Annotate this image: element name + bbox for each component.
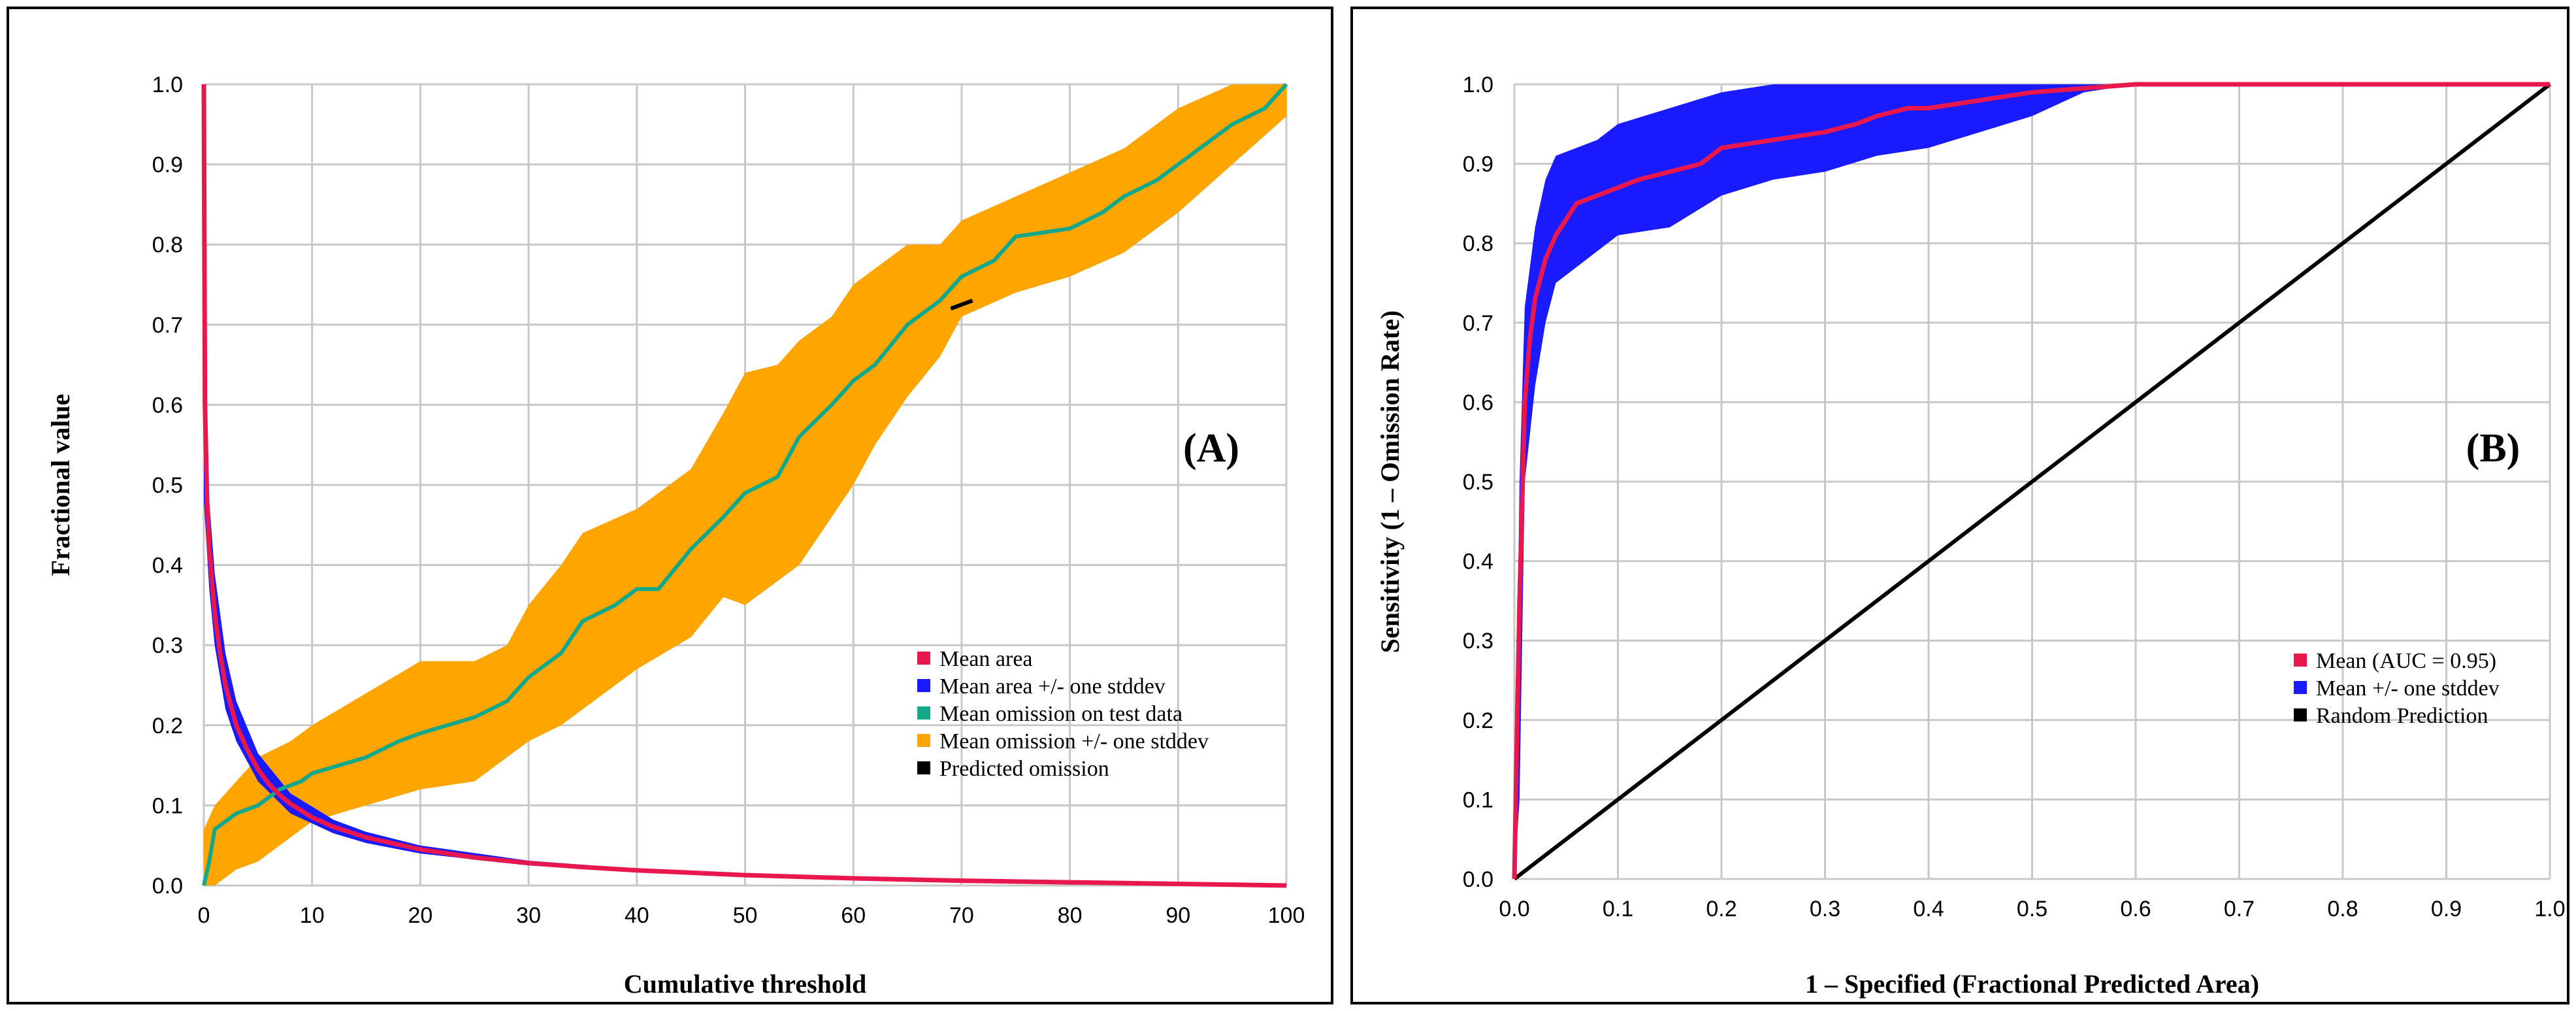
chart-a-legend-swatch <box>917 734 930 747</box>
chart-b-legend-label: Random Prediction <box>2316 704 2488 728</box>
chart-b-x-axis-label: 1 – Specified (Fractional Predicted Area… <box>1805 969 2259 999</box>
chart-a-x-tick-label: 50 <box>733 903 758 928</box>
panel-a-label: (A) <box>1183 426 1239 471</box>
chart-b-legend-swatch <box>2294 681 2307 694</box>
chart-a-legend-label: Mean omission +/- one stddev <box>939 729 1209 754</box>
predicted-omission-line <box>950 299 973 311</box>
omission-stddev-band <box>204 84 1286 886</box>
chart-a-y-axis-label: Fractional value <box>46 394 75 576</box>
chart-b-y-tick-label: 0.1 <box>1463 787 1493 812</box>
roc-stddev-band <box>1514 84 2550 879</box>
chart-a-y-tick-label: 0.0 <box>152 874 183 899</box>
panel-b-label: (B) <box>2466 426 2520 471</box>
chart-b-legend-label: Mean +/- one stddev <box>2316 676 2500 701</box>
chart-b-x-tick-label: 0.7 <box>2224 897 2255 921</box>
chart-a-legend-label: Predicted omission <box>939 757 1109 781</box>
roc-mean-line <box>1512 82 2550 880</box>
chart-a-x-tick-label: 10 <box>300 903 325 928</box>
chart-b-y-tick-label: 1.0 <box>1463 73 1493 97</box>
chart-b-legend-swatch <box>2294 654 2307 667</box>
test-omission-line <box>202 82 1288 886</box>
chart-a-x-tick-label: 60 <box>841 903 866 928</box>
chart-b-x-tick-label: 0.5 <box>2017 897 2047 921</box>
chart-b-x-tick-label: 0.2 <box>1706 897 1736 921</box>
chart-a-legend-swatch <box>917 652 930 665</box>
chart-a-y-tick-label: 0.9 <box>152 153 183 178</box>
chart-b-y-tick-label: 0.3 <box>1463 629 1493 654</box>
chart-b-x-tick-label: 1.0 <box>2534 897 2565 921</box>
chart-b-y-tick-label: 0.5 <box>1463 470 1493 495</box>
chart-a-legend-swatch <box>917 679 930 692</box>
chart-b-y-tick-label: 0.0 <box>1463 867 1493 892</box>
chart-b-y-tick-label: 0.6 <box>1463 390 1493 415</box>
chart-a-y-tick-label: 0.7 <box>152 313 183 338</box>
chart-a-y-tick-label: 1.0 <box>152 73 183 97</box>
chart-b-svg: 0.0 0.1 0.2 0.3 0.4 0.5 0.6 0.7 0.8 0.9 1.0 0.0 0.1 0… <box>1375 73 2566 999</box>
chart-b-legend-label: Mean (AUC = 0.95) <box>2316 649 2496 673</box>
chart-a-y-tick-label: 0.6 <box>152 393 183 418</box>
chart-a-x-tick-label: 90 <box>1166 903 1190 928</box>
chart-a-y-tick-label: 0.4 <box>152 554 183 578</box>
chart-a-svg: 0 10 20 30 40 50 60 70 80 90 100 0.0 0.1 0.2 0.3 0.4 0.5… <box>46 73 1305 999</box>
chart-b-y-tick-label: 0.4 <box>1463 550 1493 574</box>
chart-a-legend-swatch <box>917 706 930 720</box>
chart-b-y-axis-label: Sensitivity (1 – Omission Rate) <box>1375 310 1405 653</box>
chart-a-x-tick-label: 0 <box>198 903 210 928</box>
panel-b: 0.0 0.1 0.2 0.3 0.4 0.5 0.6 0.7 0.8 0.9 1.0 0.0 0.1 0… <box>1350 7 2569 1004</box>
chart-a-x-tick-label: 80 <box>1058 903 1083 928</box>
chart-a-legend-label: Mean area +/- one stddev <box>939 674 1166 699</box>
panel-a: 0 10 20 30 40 50 60 70 80 90 100 0.0 0.1 0.2 0.3 0.4 0.5… <box>7 7 1333 1004</box>
chart-b-y-tick-label: 0.7 <box>1463 311 1493 336</box>
mean-area-line <box>201 84 1287 888</box>
chart-b-y-tick-label: 0.8 <box>1463 231 1493 256</box>
chart-a-x-tick-label: 20 <box>408 903 432 928</box>
chart-a-x-tick-label: 30 <box>516 903 541 928</box>
random-prediction-line <box>1513 82 2551 881</box>
chart-b-y-tick-label: 0.2 <box>1463 708 1493 733</box>
chart-b-y-tick-label: 0.9 <box>1463 152 1493 177</box>
chart-b-x-tick-label: 0.3 <box>1810 897 1840 921</box>
chart-a-legend-swatch <box>917 761 930 774</box>
chart-b-x-tick-label: 0.9 <box>2431 897 2462 921</box>
chart-b-x-tick-label: 0.8 <box>2327 897 2358 921</box>
chart-a-y-tick-label: 0.5 <box>152 473 183 498</box>
chart-a-y-tick-label: 0.3 <box>152 633 183 658</box>
chart-b-x-tick-label: 0.4 <box>1913 897 1944 921</box>
chart-b-x-tick-label: 0.1 <box>1603 897 1633 921</box>
chart-a-legend-label: Mean omission on test data <box>939 702 1182 726</box>
chart-b-x-tick-label: 0.6 <box>2120 897 2151 921</box>
chart-a-y-tick-label: 0.1 <box>152 793 183 818</box>
chart-a-x-tick-label: 40 <box>625 903 649 928</box>
chart-a-x-tick-label: 70 <box>949 903 974 928</box>
chart-a-x-tick-label: 100 <box>1268 903 1305 928</box>
chart-b-x-tick-label: 0.0 <box>1499 897 1529 921</box>
chart-a-legend-label: Mean area <box>939 647 1033 671</box>
chart-a-y-tick-label: 0.8 <box>152 233 183 257</box>
chart-a-x-axis-label: Cumulative threshold <box>624 969 867 999</box>
chart-a-y-tick-label: 0.2 <box>152 714 183 738</box>
chart-b-legend-swatch <box>2294 708 2307 721</box>
